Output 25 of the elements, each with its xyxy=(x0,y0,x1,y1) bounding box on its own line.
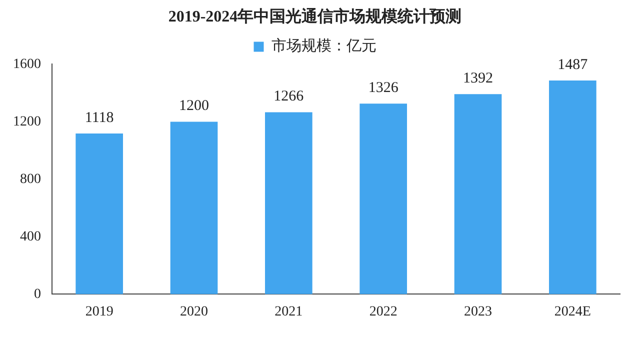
data-label: 1118 xyxy=(84,110,114,126)
x-tick-label: 2020 xyxy=(180,304,208,320)
x-tick-label: 2021 xyxy=(274,304,303,320)
data-label: 1487 xyxy=(558,56,588,73)
data-label: 1266 xyxy=(274,88,304,105)
x-tick-label: 2024E xyxy=(554,304,591,320)
bar xyxy=(265,112,312,294)
bar xyxy=(549,80,596,294)
chart-title: 2019-2024年中国光通信市场规模统计预测 xyxy=(168,8,462,26)
data-label: 1392 xyxy=(463,70,493,87)
y-tick-label: 0 xyxy=(34,286,41,302)
y-tick-label: 400 xyxy=(20,229,41,244)
data-label: 1326 xyxy=(368,80,399,96)
y-tick-label: 1200 xyxy=(13,114,41,130)
y-tick-label: 1600 xyxy=(13,56,41,72)
bar xyxy=(76,133,123,294)
data-label: 1200 xyxy=(179,98,209,114)
bar xyxy=(360,104,407,294)
y-tick-label: 800 xyxy=(20,172,41,187)
legend-label: 市场规模：亿元 xyxy=(271,38,376,55)
x-tick-label: 2019 xyxy=(85,304,114,320)
x-tick-label: 2022 xyxy=(369,304,398,320)
x-tick-label: 2023 xyxy=(464,304,492,320)
bar xyxy=(170,122,218,294)
bar xyxy=(454,94,502,294)
